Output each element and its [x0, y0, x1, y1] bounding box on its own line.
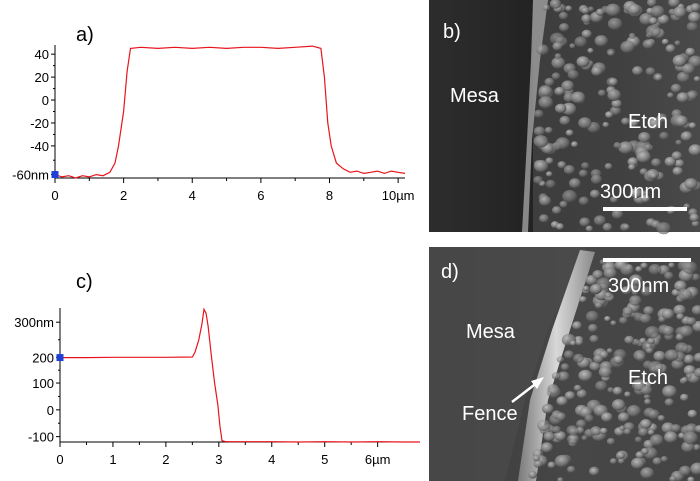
profile-trace — [54, 45, 406, 179]
x-tick-label: 3 — [215, 452, 222, 467]
x-tick-label: 4 — [189, 188, 196, 203]
x-tick-label: 4 — [268, 452, 275, 467]
panel-a-label: a) — [76, 24, 94, 46]
y-tick-label: 0 — [42, 93, 49, 108]
mesa-label: Mesa — [466, 321, 516, 343]
panel-d-sem-image: d) Mesa Etch Fence 300nm — [429, 247, 700, 481]
x-tick-label: 6µm — [365, 452, 391, 467]
panel-b-label: b) — [443, 21, 461, 43]
mesa-label: Mesa — [450, 85, 500, 107]
x-tick-label: 5 — [321, 452, 328, 467]
x-tick-label: 8 — [326, 188, 333, 203]
y-tick-label: 0 — [47, 403, 54, 418]
cursor-marker[interactable] — [56, 354, 64, 362]
fence-label: Fence — [462, 403, 518, 425]
scalebar — [603, 258, 691, 262]
etch-label: Etch — [628, 111, 668, 133]
panel-b-sem-image: b) Mesa Etch 300nm — [429, 0, 700, 235]
y-tick-label: 20 — [35, 70, 49, 85]
y-tick-label: 100 — [32, 376, 54, 391]
y-tick-label: 200 — [32, 350, 54, 365]
y-tick-label: -60nm — [12, 168, 49, 183]
x-tick-label: 10µm — [382, 188, 415, 203]
y-tick-label: -100 — [28, 430, 54, 445]
x-tick-label: 2 — [162, 452, 169, 467]
x-tick-label: 0 — [56, 452, 63, 467]
scalebar-label: 300nm — [600, 181, 661, 203]
scalebar — [603, 207, 687, 211]
x-tick-label: 1 — [109, 452, 116, 467]
y-tick-label: -40 — [30, 139, 49, 154]
x-tick-label: 0 — [51, 188, 58, 203]
etch-grains — [533, 0, 700, 235]
profile-trace — [60, 307, 420, 443]
y-tick-label: -20 — [30, 116, 49, 131]
scalebar-label: 300nm — [608, 275, 669, 297]
x-tick-label: 6 — [257, 188, 264, 203]
etch-label: Etch — [628, 367, 668, 389]
panel-d-label: d) — [441, 261, 459, 283]
y-tick-label: 300nm — [14, 315, 54, 330]
cursor-marker[interactable] — [51, 171, 59, 179]
panel-c-label: c) — [76, 271, 93, 293]
y-tick-label: 40 — [35, 47, 49, 62]
fence-arrow — [511, 377, 544, 403]
etch-grains — [528, 258, 700, 481]
x-tick-label: 2 — [120, 188, 127, 203]
